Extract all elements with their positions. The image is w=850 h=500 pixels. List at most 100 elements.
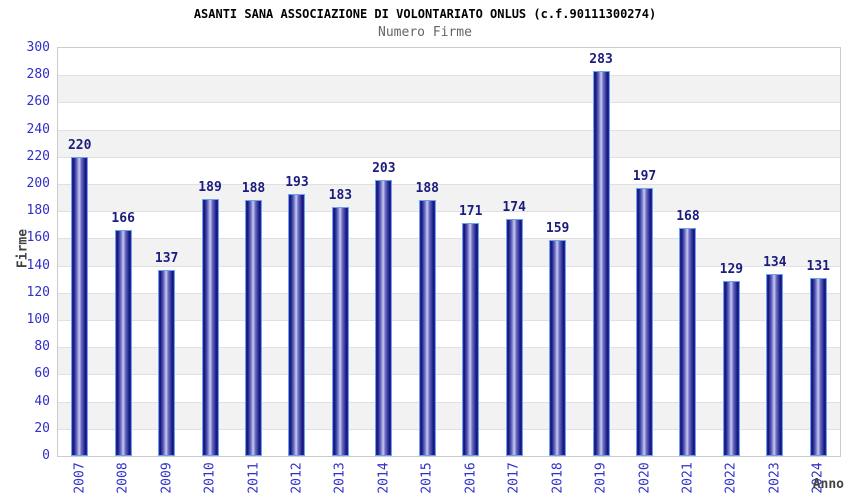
x-tick-label: 2011 [246,462,261,494]
bar [462,223,480,456]
bar-value-label: 166 [111,211,135,227]
background-band [58,102,840,130]
bar [679,227,697,456]
gridline [58,401,840,403]
bar-value-label: 183 [328,188,353,204]
x-tick-label: 2012 [289,462,305,494]
x-tick-label: 2021 [680,462,696,494]
background-band [58,129,840,157]
y-tick-label: 140 [26,257,50,273]
y-tick-label: 60 [34,366,50,382]
bar [158,269,176,456]
bar-value-label: 137 [154,250,179,266]
y-tick-label: 160 [26,230,50,246]
y-tick-label: 100 [26,312,50,327]
background-band [58,48,840,76]
bar-value-label: 188 [415,181,440,197]
gridline [58,238,840,240]
y-tick-label: 280 [26,67,50,83]
y-tick-label: 120 [26,284,50,300]
background-band [58,428,840,456]
bar [114,230,132,456]
gridline [58,347,840,349]
background-band [58,292,840,320]
background-band [58,347,840,375]
bar [201,198,219,456]
bar-value-label: 129 [719,261,744,277]
background-band [58,265,840,293]
bar [331,207,349,456]
bar [245,200,262,456]
bar-value-label: 188 [241,181,266,197]
gridline [58,129,840,131]
bar-value-label: 168 [676,208,700,224]
bar-value-label: 131 [806,258,831,274]
bar [549,239,567,456]
bar [505,219,523,456]
chart-subtitle: Numero Firme [378,25,472,40]
y-tick-label: 260 [26,94,50,110]
x-tick-label: 2020 [637,462,652,494]
y-axis-title: Firme [15,228,31,269]
gridline [58,211,840,213]
bar [636,188,653,456]
bar [418,200,436,456]
x-tick-label: 2016 [463,462,479,494]
bar-value-label: 283 [589,52,613,68]
y-tick-label: 180 [26,203,50,219]
x-tick-label: 2015 [419,462,435,494]
bar [71,156,89,456]
background-band [58,401,840,429]
gridline [58,428,840,430]
bar-value-label: 220 [67,137,92,153]
gridline [58,374,840,376]
x-tick-label: 2010 [202,462,218,494]
gridline [58,292,840,294]
y-tick-label: 240 [26,121,50,137]
bar [288,193,306,456]
bar-value-label: 134 [763,254,787,270]
gridline [58,184,840,185]
background-band [58,238,840,266]
bar [592,71,610,456]
y-tick-label: 80 [34,339,50,355]
background-band [58,211,840,239]
y-tick-label: 20 [34,420,50,436]
bar-value-label: 193 [285,174,309,190]
bar-value-label: 174 [502,200,526,216]
background-band [58,184,840,212]
background-band [58,75,840,103]
bar-value-label: 203 [372,160,396,176]
gridline [58,320,840,321]
bar [375,179,393,456]
x-tick-label: 2019 [593,462,609,494]
y-tick-label: 40 [34,393,50,409]
y-tick-label: 200 [26,176,50,191]
background-band [58,320,840,348]
bar [722,280,740,456]
x-tick-label: 2023 [767,462,783,494]
bar-value-label: 197 [632,169,657,185]
x-tick-label: 2008 [115,462,131,494]
background-band [58,156,840,184]
bar-value-label: 189 [198,179,222,195]
gridline [58,75,840,77]
y-tick-label: 220 [26,148,50,164]
chart-title: ASANTI SANA ASSOCIAZIONE DI VOLONTARIATO… [193,7,657,21]
bar-value-label: 159 [545,220,570,236]
x-axis-title: Anno [812,477,844,492]
gridline [58,102,840,104]
plot-area: 220 166 137 189 188 193 183 203 188 171 174 159 283 1… [57,47,841,457]
x-tick-label: 2009 [159,462,175,494]
y-tick-label: 300 [26,40,50,55]
x-tick-label: 2022 [723,462,739,494]
gridline [58,265,840,267]
gridline [58,156,840,158]
x-tick-label: 2007 [72,462,88,494]
x-tick-label: 2018 [550,462,566,494]
bar [809,277,827,456]
bar [766,273,784,456]
background-band [58,374,840,402]
y-tick-label: 0 [42,448,50,463]
